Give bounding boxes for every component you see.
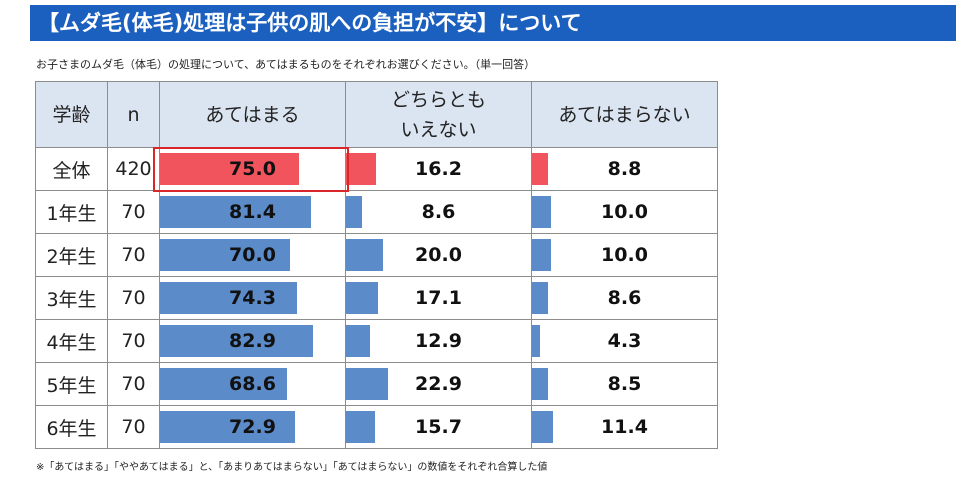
bar-not-applies (532, 239, 551, 271)
cell-neither: 16.2 (345, 147, 532, 191)
bar-neither (346, 411, 376, 443)
bar-not-applies (532, 196, 551, 228)
value-label: 8.5 (607, 373, 642, 395)
cell-applies: 74.3 (159, 276, 346, 320)
row-n: 70 (107, 405, 160, 449)
bar-not-applies (532, 368, 548, 400)
table-row: 1年生 70 81.4 8.6 10.0 (35, 190, 718, 234)
value-label: 10.0 (601, 244, 648, 266)
bar-not-applies (532, 411, 554, 443)
bar-not-applies (532, 153, 549, 185)
header-neither: どちらとも いえない (345, 81, 532, 148)
bar-applies (160, 282, 298, 314)
row-label: 1年生 (35, 190, 108, 234)
table-header-row: 学齢 n あてはまる どちらとも いえない あてはまらない (35, 81, 718, 148)
cell-applies: 70.0 (159, 233, 346, 277)
cell-applies: 82.9 (159, 319, 346, 363)
cell-not-applies: 10.0 (531, 190, 718, 234)
value-label: 8.6 (607, 287, 642, 309)
header-n: n (107, 81, 160, 148)
bar-applies (160, 411, 295, 443)
header-grade: 学齢 (35, 81, 108, 148)
row-n: 70 (107, 233, 160, 277)
value-label: 74.3 (229, 287, 276, 309)
bar-neither (346, 282, 378, 314)
value-label: 16.2 (415, 158, 462, 180)
bar-applies (160, 325, 314, 357)
cell-not-applies: 10.0 (531, 233, 718, 277)
cell-applies: 81.4 (159, 190, 346, 234)
value-label: 20.0 (415, 244, 462, 266)
cell-not-applies: 4.3 (531, 319, 718, 363)
footnote: ※「あてはまる」「ややあてはまる」と、「あまりあてはまらない」「あてはまらない」… (36, 462, 548, 473)
row-label: 3年生 (35, 276, 108, 320)
table-body: 全体 420 75.0 16.2 8.8 1年生 70 81.4 8.6 10.0 2年生 70 70.… (35, 147, 718, 449)
value-label: 15.7 (415, 416, 462, 438)
row-label: 4年生 (35, 319, 108, 363)
value-label: 8.6 (421, 201, 456, 223)
row-label: 5年生 (35, 362, 108, 406)
row-label: 2年生 (35, 233, 108, 277)
cell-not-applies: 8.5 (531, 362, 718, 406)
results-table: 学齢 n あてはまる どちらとも いえない あてはまらない 全体 420 75.0 1… (35, 81, 718, 449)
row-n: 420 (107, 147, 160, 191)
bar-neither (346, 368, 389, 400)
row-n: 70 (107, 362, 160, 406)
row-label: 全体 (35, 147, 108, 191)
cell-not-applies: 11.4 (531, 405, 718, 449)
table-row: 2年生 70 70.0 20.0 10.0 (35, 233, 718, 277)
value-label: 11.4 (601, 416, 648, 438)
value-label: 82.9 (229, 330, 276, 352)
page-title: 【ムダ毛(体毛)処理は子供の肌への負担が不安】について (30, 5, 956, 41)
cell-not-applies: 8.6 (531, 276, 718, 320)
bar-neither (346, 153, 376, 185)
value-label: 17.1 (415, 287, 462, 309)
bar-applies (160, 368, 287, 400)
cell-neither: 17.1 (345, 276, 532, 320)
row-n: 70 (107, 276, 160, 320)
bar-applies (160, 153, 299, 185)
table-row: 6年生 70 72.9 15.7 11.4 (35, 405, 718, 449)
bar-neither (346, 196, 362, 228)
bar-not-applies (532, 325, 540, 357)
header-applies: あてはまる (159, 81, 346, 148)
table-row: 全体 420 75.0 16.2 8.8 (35, 147, 718, 191)
cell-neither: 15.7 (345, 405, 532, 449)
header-not-applies: あてはまらない (531, 81, 718, 148)
table-row: 5年生 70 68.6 22.9 8.5 (35, 362, 718, 406)
value-label: 8.8 (607, 158, 642, 180)
table-row: 4年生 70 82.9 12.9 4.3 (35, 319, 718, 363)
cell-applies: 68.6 (159, 362, 346, 406)
cell-applies: 75.0 (159, 147, 346, 191)
row-label: 6年生 (35, 405, 108, 449)
cell-not-applies: 8.8 (531, 147, 718, 191)
bar-applies (160, 196, 311, 228)
table-row: 3年生 70 74.3 17.1 8.6 (35, 276, 718, 320)
bar-neither (346, 239, 383, 271)
value-label: 68.6 (229, 373, 276, 395)
bar-neither (346, 325, 370, 357)
value-label: 22.9 (415, 373, 462, 395)
value-label: 4.3 (607, 330, 642, 352)
cell-neither: 8.6 (345, 190, 532, 234)
bar-applies (160, 239, 290, 271)
value-label: 72.9 (229, 416, 276, 438)
cell-neither: 20.0 (345, 233, 532, 277)
value-label: 70.0 (229, 244, 276, 266)
row-n: 70 (107, 319, 160, 363)
value-label: 12.9 (415, 330, 462, 352)
cell-neither: 12.9 (345, 319, 532, 363)
question-text: お子さまのムダ毛（体毛）の処理について、あてはまるものをそれぞれお選びください。… (36, 58, 536, 71)
cell-neither: 22.9 (345, 362, 532, 406)
bar-not-applies (532, 282, 548, 314)
value-label: 10.0 (601, 201, 648, 223)
value-label: 81.4 (229, 201, 276, 223)
row-n: 70 (107, 190, 160, 234)
value-label: 75.0 (229, 158, 276, 180)
cell-applies: 72.9 (159, 405, 346, 449)
